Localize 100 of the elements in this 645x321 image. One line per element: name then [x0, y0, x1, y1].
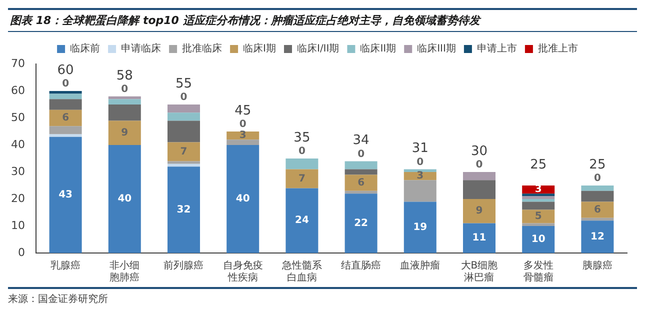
bar	[286, 188, 318, 253]
data-label: 0	[298, 146, 306, 158]
x-tick-label: 胰腺癌	[582, 260, 612, 272]
total-label: 35	[294, 130, 310, 146]
data-label: 6	[62, 112, 70, 124]
bar	[226, 140, 260, 145]
x-tick-label: 前列腺癌	[164, 260, 204, 272]
bar	[49, 99, 82, 110]
data-label: 32	[176, 204, 191, 216]
bar	[226, 145, 260, 253]
source-note: 来源：国金证券研究所	[8, 292, 109, 306]
data-label: 0	[180, 92, 188, 104]
bar	[167, 166, 200, 253]
bar	[522, 223, 555, 226]
data-label: 0	[416, 156, 424, 168]
legend-label: 临床前	[70, 42, 100, 55]
data-label: 3	[416, 170, 424, 182]
data-label: 9	[476, 206, 483, 217]
bar	[167, 161, 200, 164]
bar	[344, 174, 378, 191]
bar	[462, 223, 496, 253]
x-tick-label: 急性髓系白血病	[280, 260, 322, 284]
bar	[108, 145, 141, 253]
bar	[344, 190, 378, 194]
legend-label: 批准临床	[182, 42, 222, 55]
bar	[522, 226, 555, 253]
total-label: 55	[175, 76, 192, 92]
legend-label: 临床I期	[243, 42, 276, 55]
bar	[167, 112, 200, 121]
bar	[286, 158, 318, 170]
legend-label: 批准上市	[538, 42, 578, 55]
y-tick-label: 60	[10, 84, 25, 97]
y-tick-label: 10	[10, 218, 25, 232]
y-tick-label: 20	[10, 192, 25, 205]
bar	[581, 218, 614, 221]
bar	[462, 172, 496, 180]
bar	[49, 136, 82, 253]
bar	[522, 199, 555, 202]
bar	[167, 104, 200, 113]
legend-label: 申请临床	[121, 42, 162, 55]
bar	[462, 180, 496, 199]
bar	[49, 134, 82, 137]
x-tick-label: 自身免疫性疾病	[222, 260, 263, 284]
bar	[522, 202, 555, 210]
x-tick-label: 非小细胞肺癌	[110, 260, 140, 284]
bar	[108, 99, 141, 104]
data-label: 19	[413, 222, 428, 233]
bar	[49, 94, 82, 100]
data-label: 0	[62, 78, 70, 90]
data-label: 0	[239, 119, 246, 130]
bar	[404, 202, 436, 253]
data-label: 5	[534, 211, 542, 222]
bar	[167, 142, 200, 162]
data-label: 7	[298, 173, 306, 184]
bar	[167, 120, 200, 142]
bar	[167, 164, 200, 167]
bar	[581, 220, 614, 253]
bar	[286, 169, 318, 188]
data-label: 24	[294, 215, 309, 226]
data-label: 12	[590, 231, 604, 242]
y-tick-label: 70	[10, 56, 25, 70]
x-tick-label: 乳腺癌	[50, 260, 81, 272]
bar	[522, 210, 555, 224]
y-tick-label: 40	[10, 138, 25, 151]
data-label: 10	[531, 234, 546, 246]
data-label: 7	[180, 146, 188, 158]
legend-label: 临床II期	[360, 42, 396, 55]
chart-title: 图表 18：全球靶蛋白降解 top10 适应症分布情况：肿瘤适应症占绝对主导，自免领域蓄势待发	[8, 8, 637, 32]
data-label: 6	[594, 204, 601, 216]
bar	[404, 180, 436, 202]
x-tick-label: 多发性骨髓瘤	[523, 260, 554, 284]
data-label: 22	[354, 218, 368, 229]
total-label: 45	[234, 103, 252, 118]
bar	[49, 110, 82, 126]
data-label: 43	[58, 190, 73, 201]
bar	[108, 96, 141, 100]
total-label: 25	[530, 157, 547, 172]
total-label: 30	[470, 144, 488, 159]
data-label: 40	[118, 194, 132, 205]
bar	[522, 196, 555, 199]
data-label: 40	[236, 194, 250, 205]
data-label: 0	[594, 173, 601, 184]
bar	[581, 186, 614, 191]
total-label: 25	[589, 157, 606, 172]
y-tick-label: 0	[18, 246, 25, 259]
legend-label: 申请上市	[476, 42, 517, 55]
total-label: 31	[412, 141, 428, 156]
bar	[522, 194, 555, 196]
bar	[108, 120, 141, 145]
y-tick-label: 30	[10, 164, 25, 178]
bar	[49, 126, 82, 134]
total-label: 60	[57, 62, 74, 78]
bar	[581, 202, 614, 218]
bar	[581, 190, 614, 202]
data-label: 6	[358, 177, 365, 188]
bar	[462, 199, 496, 224]
data-label: 9	[121, 127, 128, 138]
x-tick-label: 血液肿瘤	[400, 260, 440, 272]
bar	[344, 194, 378, 253]
data-label: 0	[476, 160, 483, 171]
